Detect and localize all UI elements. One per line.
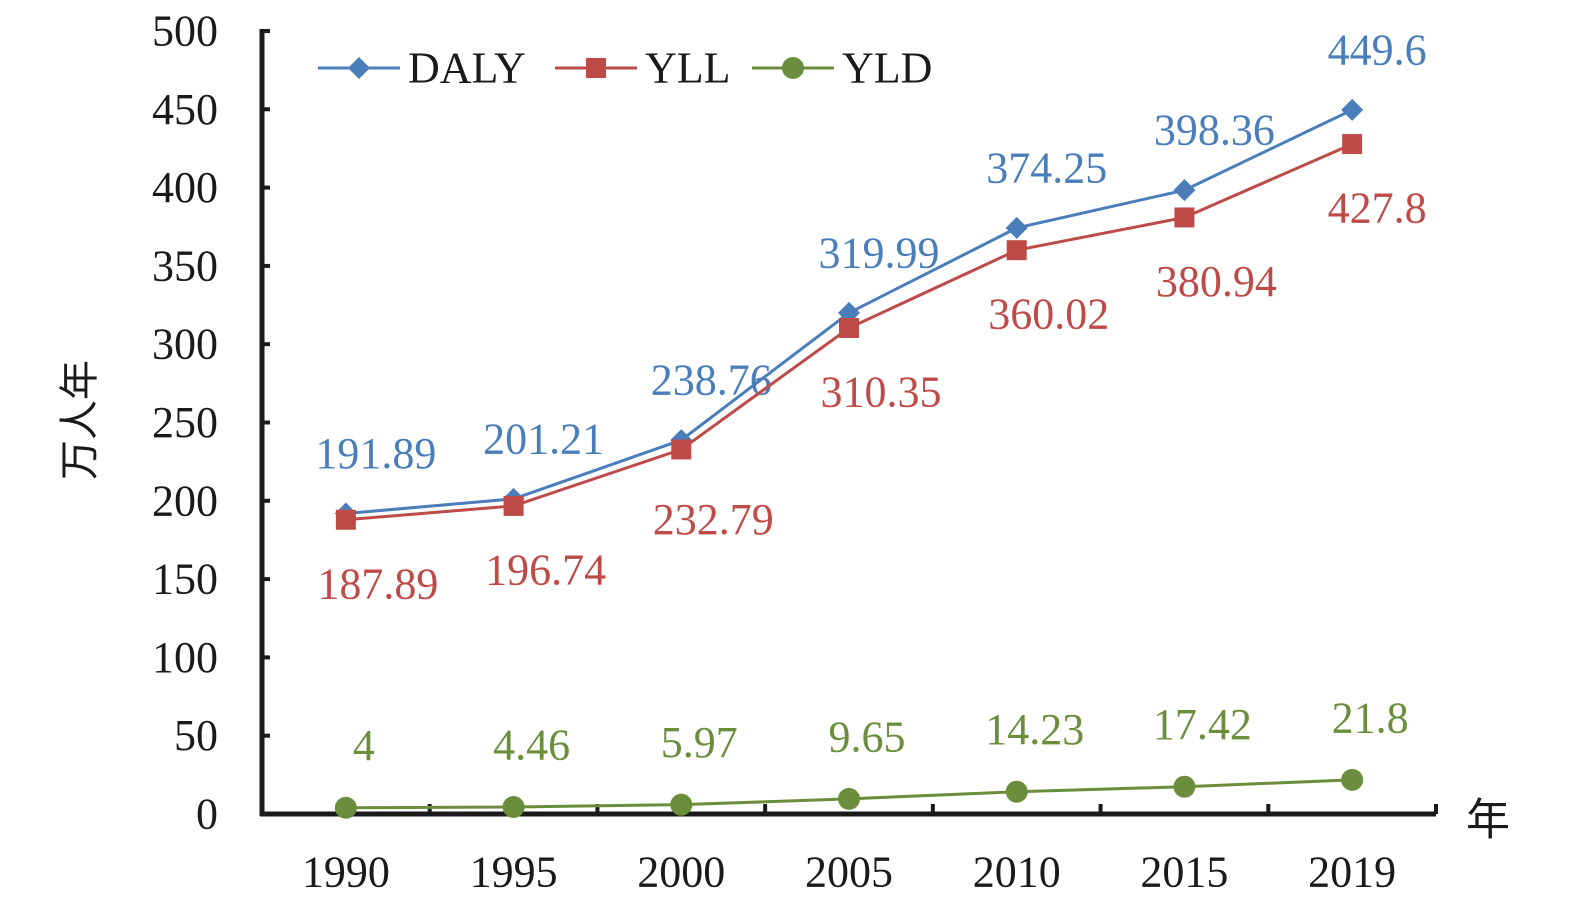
legend-diamond-icon: [348, 57, 370, 79]
legend-label: DALY: [408, 44, 526, 93]
y-tick-label: 300: [152, 320, 218, 369]
yld-data-label: 14.23: [985, 705, 1084, 754]
yll-marker: [671, 439, 692, 460]
x-tick-label: 2019: [1308, 848, 1396, 897]
x-tick-label: 2015: [1140, 848, 1228, 897]
yld-data-label: 9.65: [829, 712, 906, 761]
yll-data-label: 232.79: [653, 495, 774, 544]
yll-data-label: 360.02: [988, 290, 1109, 339]
yll-data-label: 187.89: [317, 559, 438, 608]
series-yld: 4 4.46 5.97 9.65 14.23 17.42 21.8: [334, 693, 1409, 819]
daly-data-label: 191.89: [315, 429, 436, 478]
yll-marker: [503, 495, 524, 516]
yll-data-label: 380.94: [1156, 257, 1277, 306]
yld-marker: [1173, 775, 1196, 798]
y-tick-label: 50: [174, 711, 218, 760]
yll-data-label: 310.35: [821, 367, 942, 416]
y-tick-label: 0: [196, 790, 218, 839]
daly-data-label: 319.99: [819, 228, 940, 277]
daly-marker: [1173, 179, 1196, 202]
y-tick-label: 350: [152, 241, 218, 290]
yld-data-label: 17.42: [1153, 700, 1252, 749]
yld-marker: [670, 793, 693, 816]
legend: DALY YLL YLD: [318, 44, 932, 93]
y-tick-label: 150: [152, 555, 218, 604]
y-tick-label: 500: [152, 7, 218, 56]
daly-marker: [1005, 216, 1028, 239]
legend-square-icon: [586, 58, 606, 78]
daly-data-label: 449.6: [1328, 25, 1427, 74]
x-tick-label: 1995: [470, 848, 558, 897]
yll-marker: [1006, 240, 1027, 261]
x-tick-label: 2005: [805, 848, 893, 897]
yld-marker: [502, 796, 525, 819]
yll-marker: [1342, 134, 1363, 155]
y-tick-label: 100: [152, 633, 218, 682]
legend-item-yll: YLL: [555, 44, 731, 93]
y-tick-label: 200: [152, 476, 218, 525]
x-tick-label: 1990: [302, 848, 390, 897]
yll-data-label: 196.74: [485, 545, 606, 594]
x-axis-label: 年: [1466, 795, 1510, 846]
axes: 0 50 100 150 200 250 300 350 400 450 500 1990 1995 20…: [152, 7, 1438, 897]
daly-data-label: 238.76: [651, 356, 772, 405]
x-tick-label: 2000: [637, 848, 725, 897]
legend-item-daly: DALY: [318, 44, 526, 93]
yll-data-label: 427.8: [1328, 184, 1427, 233]
yld-marker: [838, 787, 860, 810]
yld-data-label: 4.46: [493, 721, 570, 770]
series-daly: 191.89 201.21 238.76 319.99 374.25 398.36 449.…: [315, 25, 1427, 525]
yld-data-label: 5.97: [661, 718, 738, 767]
daly-data-label: 201.21: [483, 414, 604, 463]
yld-marker: [1005, 780, 1028, 803]
daly-data-label: 374.25: [986, 143, 1107, 192]
y-tick-label: 250: [152, 398, 218, 447]
x-tick-label: 2010: [973, 848, 1061, 897]
yld-marker: [334, 796, 357, 819]
series-group: 191.89 201.21 238.76 319.99 374.25 398.36 449.…: [315, 25, 1427, 819]
yld-data-label: 4: [353, 721, 375, 770]
legend-item-yld: YLD: [752, 44, 932, 93]
series-yll: 187.89 196.74 232.79 310.35 360.02 380.94 427.…: [317, 134, 1427, 608]
y-tick-label: 400: [152, 163, 218, 212]
legend-label: YLL: [645, 44, 731, 93]
legend-label: YLD: [842, 44, 932, 93]
yll-marker: [1174, 207, 1195, 228]
y-axis-label: 万人年: [57, 360, 103, 480]
daly-data-label: 398.36: [1154, 106, 1275, 155]
yld-data-label: 21.8: [1332, 693, 1409, 742]
daly-marker: [1341, 98, 1364, 121]
yll-marker: [335, 509, 356, 530]
yld-marker: [1341, 768, 1364, 791]
yll-marker: [839, 317, 859, 338]
legend-circle-icon: [782, 57, 804, 79]
y-tick-label: 450: [152, 85, 218, 134]
